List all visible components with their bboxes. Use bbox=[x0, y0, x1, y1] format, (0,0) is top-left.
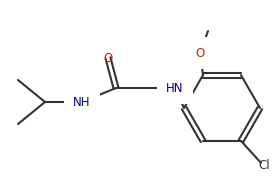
Text: Cl: Cl bbox=[258, 159, 270, 172]
Text: O: O bbox=[103, 51, 113, 65]
Text: O: O bbox=[195, 47, 205, 60]
Text: NH: NH bbox=[73, 95, 91, 108]
Text: HN: HN bbox=[166, 82, 184, 95]
